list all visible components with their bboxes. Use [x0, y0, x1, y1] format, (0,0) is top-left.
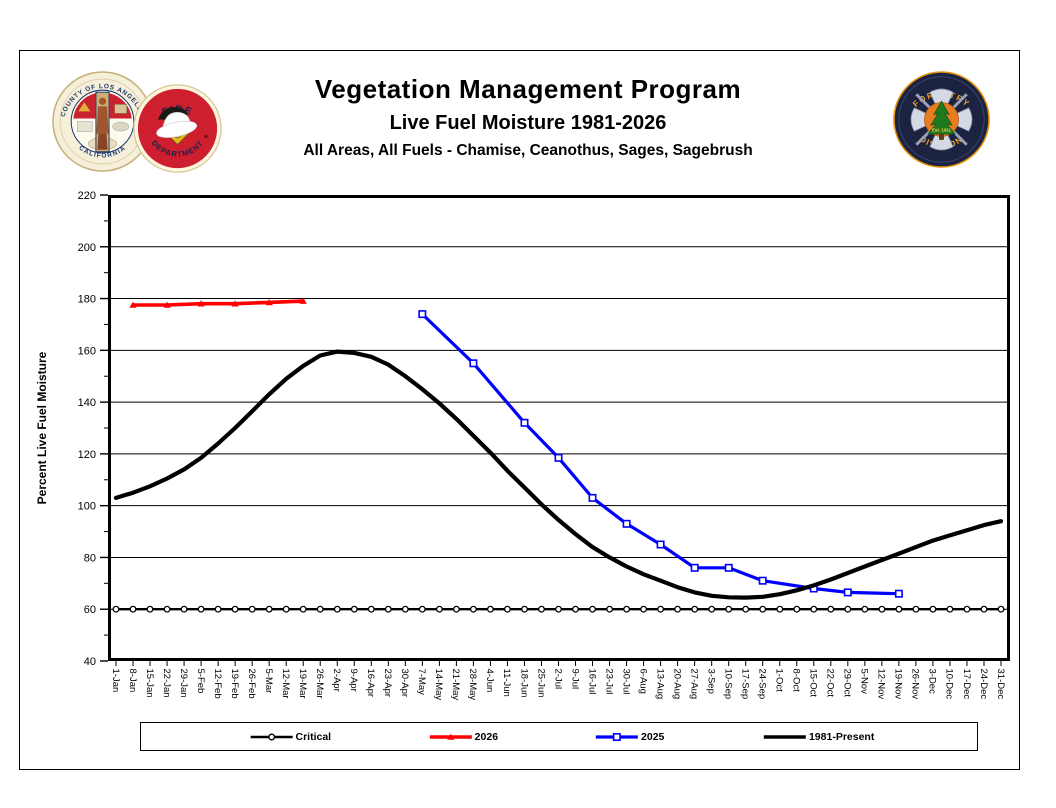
svg-text:220: 220: [78, 190, 96, 202]
legend-label: Critical: [295, 730, 332, 743]
svg-text:26-Mar: 26-Mar: [314, 669, 325, 699]
svg-text:27-Aug: 27-Aug: [688, 669, 699, 700]
svg-text:28-May: 28-May: [467, 669, 478, 701]
page-subtitle: Live Fuel Moisture 1981-2026: [389, 112, 667, 134]
svg-text:200: 200: [78, 242, 96, 254]
svg-text:6-Aug: 6-Aug: [637, 669, 648, 694]
forestry-logo-est-text: Est. 1911: [932, 128, 952, 133]
forestry-division-logo: FORESTRY DIVISION Est. 1911: [893, 71, 990, 168]
2025-line-symbol-icon: [596, 732, 639, 741]
series-Critical: [112, 605, 1005, 613]
svg-text:15-Jan: 15-Jan: [144, 669, 155, 698]
svg-text:3-Dec: 3-Dec: [927, 669, 938, 695]
svg-text:22-Jan: 22-Jan: [161, 669, 172, 698]
svg-text:140: 140: [78, 397, 96, 409]
county-of-los-angeles-seal-logo: COUNTY OF LOS ANGELES CALIFORNIA: [52, 71, 153, 172]
svg-text:15-Oct: 15-Oct: [808, 669, 819, 698]
legend-item-critical: Critical: [248, 731, 331, 743]
svg-text:10-Sep: 10-Sep: [722, 669, 733, 700]
svg-text:5-Feb: 5-Feb: [195, 669, 206, 694]
svg-text:4-Jun: 4-Jun: [484, 669, 495, 693]
svg-text:19-Feb: 19-Feb: [229, 669, 240, 699]
svg-text:120: 120: [78, 449, 96, 461]
svg-text:12-Feb: 12-Feb: [212, 669, 223, 699]
chart-legend: Critical 2026 2025 1981-Present: [140, 722, 978, 751]
svg-text:5-Nov: 5-Nov: [859, 669, 870, 695]
page-title: Vegetation Management Program: [314, 74, 742, 104]
legend-label: 1981-Present: [808, 730, 875, 743]
series-2026: [129, 297, 307, 308]
svg-text:160: 160: [78, 345, 96, 357]
legend-label: 2025: [641, 730, 665, 743]
svg-text:1-Oct: 1-Oct: [774, 669, 785, 693]
svg-text:30-Jul: 30-Jul: [620, 669, 631, 695]
svg-text:29-Jan: 29-Jan: [178, 669, 189, 698]
svg-text:8-Jan: 8-Jan: [127, 669, 138, 693]
legend-item-2025: 2025: [594, 731, 664, 743]
legend-item-1981-present: 1981-Present: [762, 731, 874, 743]
svg-text:22-Oct: 22-Oct: [825, 669, 836, 698]
svg-text:9-Apr: 9-Apr: [348, 669, 359, 692]
svg-text:12-Nov: 12-Nov: [876, 669, 887, 700]
svg-text:16-Apr: 16-Apr: [365, 669, 376, 698]
axis-ticks-and-labels: 40 60 80 100 120 140 160 180 200 220 1-Jan 8-Jan 15-…: [78, 190, 1006, 700]
svg-text:24-Sep: 24-Sep: [757, 669, 768, 700]
svg-text:9-Jul: 9-Jul: [569, 669, 580, 690]
svg-text:25-Jun: 25-Jun: [535, 669, 546, 698]
svg-text:40: 40: [84, 656, 96, 668]
svg-text:24-Dec: 24-Dec: [978, 669, 989, 700]
legend-item-2026: 2026: [428, 731, 498, 743]
svg-text:16-Jul: 16-Jul: [586, 669, 597, 695]
svg-text:26-Nov: 26-Nov: [910, 669, 921, 700]
svg-text:100: 100: [78, 501, 96, 513]
svg-text:3-Sep: 3-Sep: [705, 669, 716, 694]
svg-text:10-Dec: 10-Dec: [944, 669, 955, 700]
svg-text:180: 180: [78, 294, 96, 306]
svg-text:30-Apr: 30-Apr: [399, 669, 410, 698]
svg-text:23-Jul: 23-Jul: [603, 669, 614, 695]
svg-text:14-May: 14-May: [433, 669, 444, 701]
2026-line-symbol-icon: [429, 733, 472, 740]
svg-text:80: 80: [84, 552, 96, 564]
1981-present-line-symbol-icon: [763, 734, 806, 739]
svg-text:8-Oct: 8-Oct: [791, 669, 802, 693]
critical-line-symbol-icon: [250, 733, 293, 740]
series-1981-Present: [113, 349, 1004, 600]
svg-text:19-Nov: 19-Nov: [893, 669, 904, 700]
fire-department-logo: FIRE DEPARTMENT: [133, 84, 222, 173]
gridlines: [108, 195, 1010, 661]
svg-text:20-Aug: 20-Aug: [671, 669, 682, 700]
svg-text:29-Oct: 29-Oct: [842, 669, 853, 698]
svg-text:17-Sep: 17-Sep: [740, 669, 751, 700]
svg-text:18-Jun: 18-Jun: [518, 669, 529, 698]
chart-titles: Vegetation Management Program Live Fuel …: [168, 74, 888, 160]
svg-text:1-Jan: 1-Jan: [110, 669, 121, 693]
svg-text:17-Dec: 17-Dec: [961, 669, 972, 700]
legend-label: 2026: [474, 730, 499, 743]
svg-text:60: 60: [84, 604, 96, 616]
svg-text:13-Aug: 13-Aug: [654, 669, 665, 700]
svg-text:12-Mar: 12-Mar: [280, 669, 291, 699]
svg-text:5-Mar: 5-Mar: [263, 669, 274, 694]
svg-text:23-Apr: 23-Apr: [382, 669, 393, 698]
svg-text:7-May: 7-May: [416, 669, 427, 696]
svg-text:2-Apr: 2-Apr: [331, 669, 342, 692]
svg-text:11-Jun: 11-Jun: [501, 669, 512, 697]
svg-text:21-May: 21-May: [450, 669, 461, 701]
page-subtitle2: All Areas, All Fuels - Chamise, Ceanothu…: [303, 142, 753, 159]
svg-text:26-Feb: 26-Feb: [246, 669, 257, 699]
svg-text:31-Dec: 31-Dec: [995, 669, 1006, 700]
svg-text:19-Mar: 19-Mar: [297, 669, 308, 699]
svg-text:2-Jul: 2-Jul: [552, 669, 563, 690]
